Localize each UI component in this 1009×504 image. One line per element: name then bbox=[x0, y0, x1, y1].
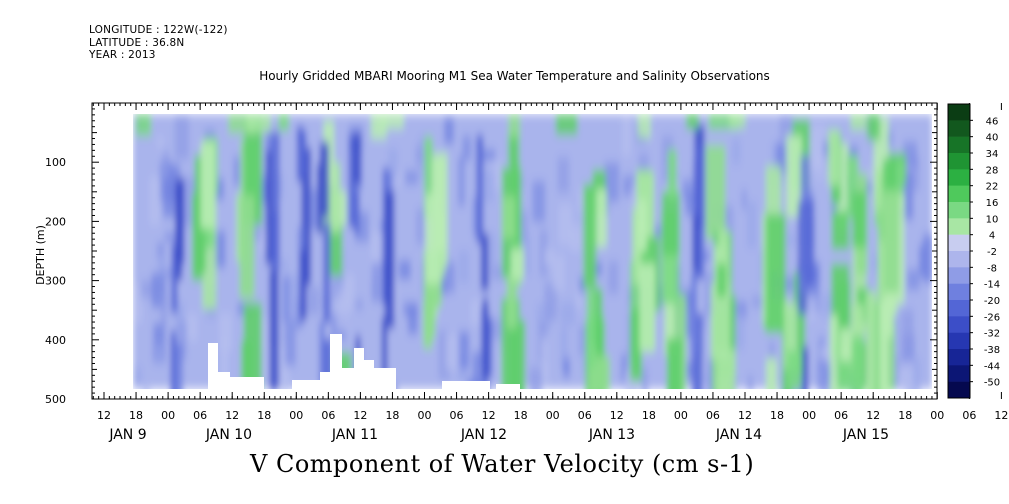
x-day-label: JAN 11 bbox=[331, 427, 378, 443]
colorbar-swatch bbox=[948, 316, 970, 333]
colorbar-label: 22 bbox=[986, 182, 999, 193]
colorbar-label: 10 bbox=[986, 214, 999, 225]
colorbar-swatch bbox=[948, 120, 970, 137]
colorbar-swatch bbox=[948, 365, 970, 382]
x-day-label: JAN 13 bbox=[588, 427, 635, 443]
x-hour-tick-label: 12 bbox=[97, 409, 111, 422]
colorbar-swatch bbox=[948, 218, 970, 235]
colorbar-label: 28 bbox=[986, 165, 999, 176]
x-hour-tick-label: 12 bbox=[610, 409, 624, 422]
colorbar-label: -38 bbox=[984, 345, 1000, 356]
y-axis: 100 200 300 400 500 bbox=[45, 102, 937, 406]
x-hour-tick-label: 06 bbox=[706, 409, 720, 422]
x-hour-tick-label: 12 bbox=[994, 409, 1008, 422]
x-hour-tick-label: 06 bbox=[193, 409, 207, 422]
x-hour-tick-label: 18 bbox=[642, 409, 656, 422]
y-tick-label: 500 bbox=[45, 393, 66, 406]
colorbar: 46 40 34 28 22 16 10 4 -2 -8 -14 -20 -26 -32 -38 -44 -50 bbox=[947, 103, 1000, 399]
colorbar-label: -32 bbox=[984, 329, 1000, 340]
x-hour-tick-label: 18 bbox=[385, 409, 399, 422]
x-hour-tick-label: 00 bbox=[930, 409, 944, 422]
colorbar-label: -8 bbox=[987, 263, 997, 274]
colorbar-swatch bbox=[948, 185, 970, 203]
x-hour-tick-label: 12 bbox=[482, 409, 496, 422]
y-tick-label: 200 bbox=[45, 215, 66, 228]
colorbar-swatch bbox=[948, 349, 970, 366]
x-hour-tick-label: 12 bbox=[353, 409, 367, 422]
colorbar-label: -50 bbox=[984, 378, 1000, 389]
colorbar-swatch bbox=[948, 283, 970, 301]
colorbar-label: 46 bbox=[986, 116, 999, 127]
x-hour-tick-label: 12 bbox=[738, 409, 752, 422]
x-axis: 12 18 00 06 12 18 00 06 12 18 00 06 12 18 00 06 12 18 00 06… bbox=[92, 103, 1008, 443]
x-hour-tick-label: 12 bbox=[866, 409, 880, 422]
colorbar-label: 34 bbox=[986, 149, 999, 160]
x-hour-tick-label: 00 bbox=[161, 409, 175, 422]
colorbar-label: -14 bbox=[984, 280, 1000, 291]
colorbar-label: -26 bbox=[984, 312, 1000, 323]
variable-label: V Component of Water Velocity (cm s-1) bbox=[250, 450, 755, 478]
colorbar-swatch bbox=[948, 104, 970, 121]
x-hour-tick-label: 18 bbox=[898, 409, 912, 422]
y-tick-label: 100 bbox=[45, 156, 66, 169]
colorbar-swatch bbox=[948, 300, 970, 317]
x-hour-tick-label: 06 bbox=[578, 409, 592, 422]
colorbar-swatch bbox=[948, 234, 970, 252]
x-day-label: JAN 10 bbox=[205, 427, 252, 443]
x-day-label: JAN 14 bbox=[715, 427, 762, 443]
x-hour-tick-label: 18 bbox=[770, 409, 784, 422]
x-day-label: JAN 12 bbox=[460, 427, 507, 443]
x-hour-tick-label: 00 bbox=[802, 409, 816, 422]
colorbar-label: 4 bbox=[989, 231, 995, 242]
y-tick-label: 300 bbox=[45, 275, 66, 288]
colorbar-label: -20 bbox=[984, 296, 1000, 307]
colorbar-swatch bbox=[948, 202, 970, 219]
colorbar-swatch bbox=[948, 332, 970, 350]
colorbar-swatch bbox=[948, 381, 970, 399]
x-hour-tick-label: 18 bbox=[514, 409, 528, 422]
velocity-field bbox=[92, 114, 934, 399]
x-hour-tick-label: 18 bbox=[257, 409, 271, 422]
x-day-label: JAN 15 bbox=[842, 427, 889, 443]
colorbar-label: -44 bbox=[984, 361, 1000, 372]
colorbar-swatch bbox=[948, 251, 970, 268]
colorbar-label: 16 bbox=[986, 198, 999, 209]
colorbar-swatch bbox=[948, 169, 970, 186]
x-hour-tick-label: 06 bbox=[962, 409, 976, 422]
x-hour-tick-label: 06 bbox=[834, 409, 848, 422]
x-hour-tick-label: 00 bbox=[674, 409, 688, 422]
year-label: YEAR : 2013 bbox=[89, 49, 156, 61]
x-hour-tick-label: 00 bbox=[418, 409, 432, 422]
longitude-label: LONGITUDE : 122W(-122) bbox=[89, 24, 228, 36]
x-hour-tick-label: 06 bbox=[321, 409, 335, 422]
x-hour-tick-label: 18 bbox=[129, 409, 143, 422]
missing-data-mask bbox=[92, 103, 937, 399]
colorbar-label: -2 bbox=[987, 247, 997, 258]
colorbar-swatch bbox=[948, 136, 970, 154]
x-hour-tick-label: 00 bbox=[289, 409, 303, 422]
x-hour-tick-label: 06 bbox=[450, 409, 464, 422]
x-day-label: JAN 9 bbox=[108, 427, 146, 443]
colorbar-label: 40 bbox=[986, 133, 999, 144]
colorbar-swatch bbox=[948, 153, 970, 170]
x-hour-tick-label: 00 bbox=[546, 409, 560, 422]
chart-title: Hourly Gridded MBARI Mooring M1 Sea Wate… bbox=[259, 69, 770, 83]
x-hour-tick-label: 12 bbox=[225, 409, 239, 422]
latitude-label: LATITUDE : 36.8N bbox=[89, 37, 185, 49]
y-axis-label: DEPTH (m) bbox=[34, 225, 47, 285]
colorbar-swatch bbox=[948, 267, 970, 284]
y-tick-label: 400 bbox=[45, 334, 66, 347]
